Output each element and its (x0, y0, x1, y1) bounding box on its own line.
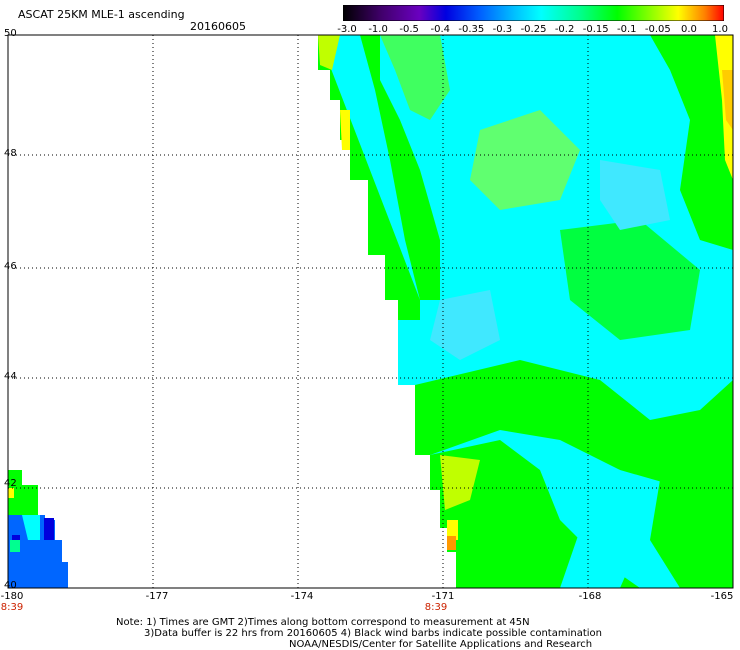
colorbar-label: -0.1 (616, 24, 637, 35)
colorbar-label: -1.0 (368, 24, 388, 35)
lat-label-50: 50 (4, 28, 17, 39)
swath-green-right (650, 35, 733, 250)
swath-cyan-patch-1 (560, 450, 650, 588)
lon-label--168: -168 (578, 591, 602, 602)
swath-fragment-green (8, 470, 38, 515)
note-line-2: 3)Data buffer is 22 hrs from 20160605 4)… (144, 628, 602, 639)
lon-label--177: -177 (145, 591, 169, 602)
lat-label-42: 42 (4, 478, 17, 489)
swath-orange-bottom (447, 536, 456, 550)
swath-green-upper-mid (470, 110, 580, 210)
swath-green-left-edge (318, 35, 440, 320)
lat-label-44: 44 (4, 371, 17, 382)
time-label-left: 8:39 (0, 602, 24, 613)
swath-yellow-top (318, 35, 340, 70)
lat-label-48: 48 (4, 148, 17, 159)
swath-green-mid-right (560, 220, 700, 340)
colorbar-label: -0.3 (492, 24, 513, 35)
plot-frame (7, 34, 734, 589)
colorbar-label: -0.25 (520, 24, 547, 35)
colorbar-label: -0.4 (430, 24, 451, 35)
colorbar (343, 5, 724, 21)
time-label-middle: 8:39 (424, 602, 448, 613)
swath-green-top-band (380, 35, 450, 120)
colorbar-label: -3.0 (337, 24, 357, 35)
swath-fragment-green-2 (10, 540, 20, 552)
lat-label-46: 46 (4, 261, 17, 272)
swath-green-bottom-right (650, 470, 733, 588)
colorbar-label: -0.15 (582, 24, 609, 35)
swath-fragment-cyan (22, 515, 40, 540)
lon-label--180: -180 (0, 591, 24, 602)
colorbar-label: -0.2 (554, 24, 575, 35)
swath-fragment-darkblue (44, 518, 54, 540)
swath-fragment-darkblue-2 (12, 535, 20, 543)
colorbar-label: 1.0 (712, 24, 728, 35)
lon-label--174: -174 (290, 591, 314, 602)
swath-yellow-lower (440, 455, 480, 510)
swath-orange-right-edge (722, 70, 733, 130)
colorbar-label: -0.5 (399, 24, 419, 35)
note-line-1: Note: 1) Times are GMT 2)Times along bot… (116, 617, 530, 628)
lat-label-40: 40 (4, 580, 17, 591)
lon-label--171: -171 (431, 591, 455, 602)
product-date: 20160605 (190, 20, 246, 33)
swath-yellow-bottom (447, 520, 458, 540)
product-title: ASCAT 25KM MLE-1 ascending (18, 8, 185, 21)
lon-label--165: -165 (710, 591, 734, 602)
swath-cyan-patch-3 (430, 290, 500, 360)
note-line-3: NOAA/NESDIS/Center for Satellite Applica… (289, 639, 593, 650)
swath-yellow-left-edge (340, 110, 350, 150)
swath-green-middle (415, 360, 733, 490)
swath-cyan-patch-2 (600, 160, 670, 230)
colorbar-label: -0.35 (458, 24, 485, 35)
colorbar-label: -0.05 (644, 24, 671, 35)
grid-lines (8, 35, 733, 588)
colorbar-label: 0.0 (680, 24, 697, 35)
swath-fragment-yellow (8, 488, 14, 498)
